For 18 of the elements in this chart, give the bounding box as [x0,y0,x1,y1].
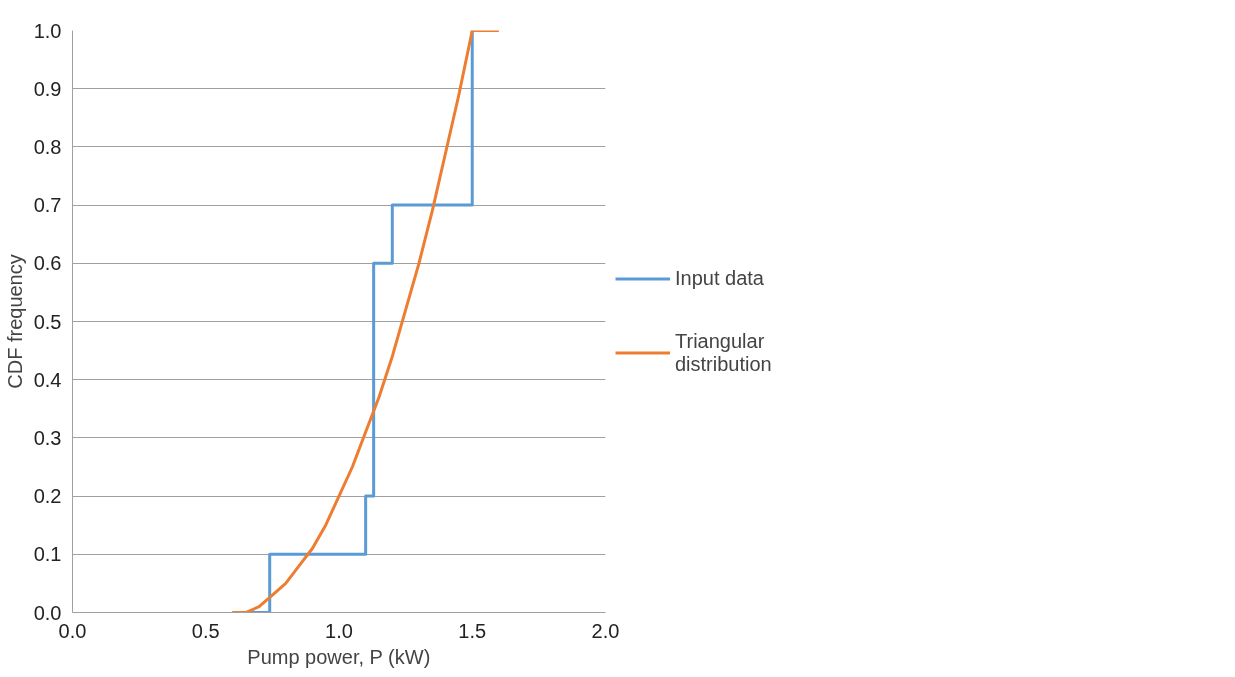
y-tick-label: 0.2 [33,485,62,508]
y-tick-label: 0.9 [33,77,62,100]
y-tick-label: 0.4 [33,368,62,391]
legend-label: Input data [675,266,765,290]
x-tick-label: 2.0 [591,619,620,642]
y-tick-label: 0.3 [33,426,62,449]
x-tick-label: 0.5 [191,619,220,642]
y-tick-label: 0.1 [33,543,62,566]
y-axis-title: CDF frequency [3,254,26,389]
y-tick-label: 0.8 [33,135,62,158]
y-tick-label: 1.0 [33,19,62,42]
y-tick-label: 0.6 [33,252,62,275]
y-tick-label: 0.7 [33,194,62,217]
x-tick-label: 1.5 [458,619,487,642]
y-tick-label: 0.5 [33,310,62,333]
x-tick-label: 1.0 [325,619,353,642]
legend-label: Triangular distribution [675,329,773,376]
x-axis-title: Pump power, P (kW) [247,645,431,668]
